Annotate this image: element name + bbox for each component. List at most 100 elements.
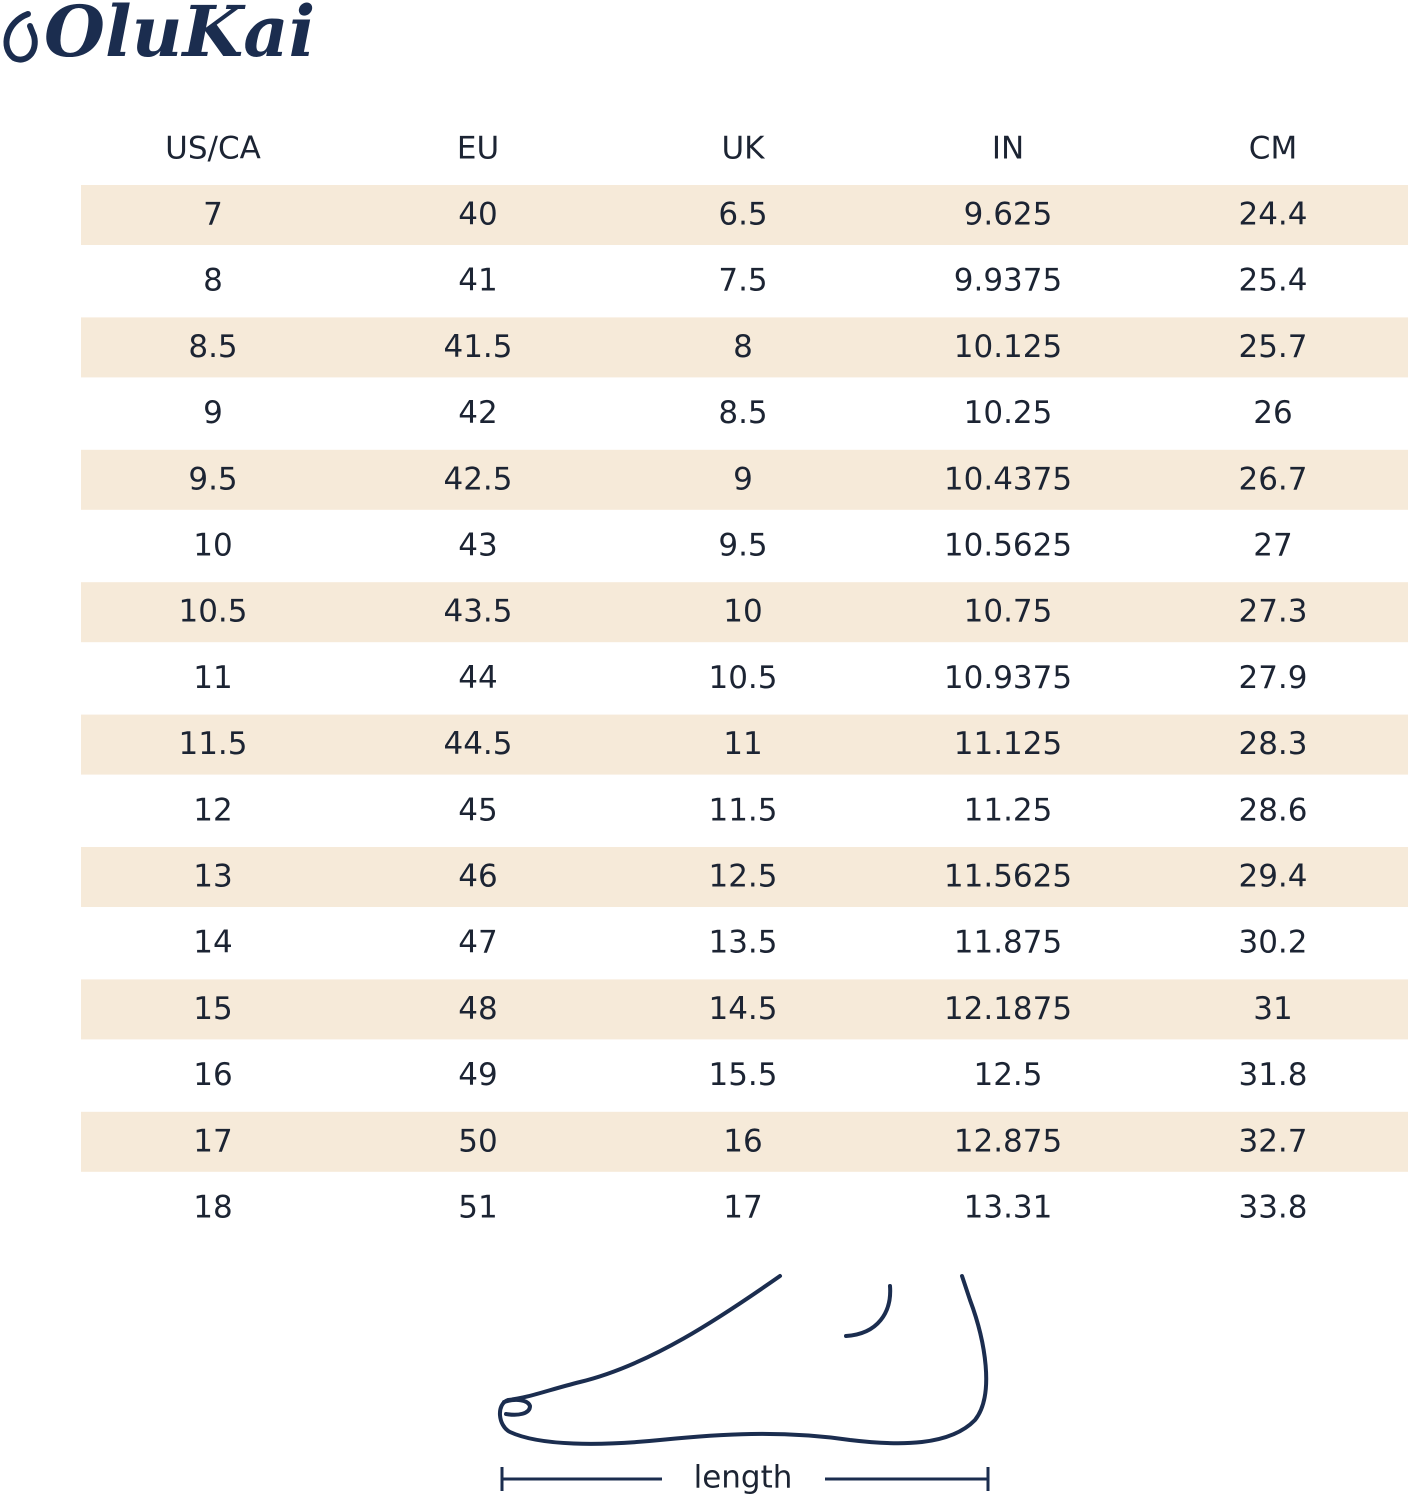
- table-cell: 12.875: [954, 1123, 1062, 1159]
- row-shade: [81, 449, 1408, 510]
- table-cell: 13: [193, 859, 232, 895]
- table-cell: 11.125: [954, 726, 1062, 762]
- table-cell: 12.5: [708, 859, 777, 895]
- table-cell: 9.5: [718, 528, 767, 564]
- table-cell: 47: [458, 925, 497, 961]
- table-cell: 10.5: [708, 660, 777, 696]
- table-cell: 14.5: [708, 991, 777, 1027]
- length-label: length: [694, 1460, 793, 1496]
- table-cell: 16: [723, 1123, 762, 1159]
- table-cell: 49: [458, 1057, 497, 1093]
- table-cell: 13.31: [964, 1190, 1053, 1226]
- table-cell: 43: [458, 528, 497, 564]
- table-cell: 10.25: [964, 395, 1053, 431]
- table-cell: 8: [733, 329, 753, 365]
- toenail: [502, 1397, 532, 1417]
- table-cell: 43.5: [443, 594, 512, 630]
- row-shade: [81, 714, 1408, 775]
- table-cell: 41: [458, 263, 497, 299]
- table-cell: 50: [458, 1123, 497, 1159]
- table-cell: 12.5: [973, 1057, 1042, 1093]
- column-header: EU: [457, 131, 499, 167]
- table-cell: 6.5: [718, 197, 767, 233]
- table-cell: 51: [458, 1190, 497, 1226]
- table-cell: 11.5: [708, 792, 777, 828]
- table-cell: 8.5: [718, 395, 767, 431]
- table-cell: 10: [193, 528, 232, 564]
- logo-icon: [3, 11, 38, 63]
- table-cell: 11.25: [964, 792, 1053, 828]
- table-cell: 11.5625: [944, 859, 1072, 895]
- row-shade: [81, 1111, 1408, 1172]
- table-cell: 10.9375: [944, 660, 1072, 696]
- row-shade: [81, 847, 1408, 907]
- table-cell: 11.875: [954, 925, 1062, 961]
- table-cell: 40: [458, 197, 497, 233]
- table-cell: 11.5: [178, 726, 247, 762]
- table-cell: 15: [193, 991, 232, 1027]
- table-cell: 41.5: [443, 329, 512, 365]
- table-cell: 9: [733, 461, 753, 497]
- table-cell: 25.4: [1238, 263, 1307, 299]
- table-cell: 24.4: [1238, 197, 1307, 233]
- table-cell: 42: [458, 395, 497, 431]
- table-cell: 9.5: [188, 461, 237, 497]
- column-header: UK: [721, 131, 765, 167]
- table-cell: 28.6: [1238, 792, 1307, 828]
- foot-diagram: length: [498, 1274, 990, 1496]
- table-cell: 25.7: [1238, 329, 1307, 365]
- table-cell: 11: [193, 660, 232, 696]
- table-cell: 9.625: [964, 197, 1053, 233]
- row-shade: [81, 185, 1408, 245]
- table-cell: 27.9: [1238, 660, 1307, 696]
- table-cell: 17: [193, 1123, 232, 1159]
- table-cell: 45: [458, 792, 497, 828]
- table-cell: 42.5: [443, 461, 512, 497]
- table-cell: 10: [723, 594, 762, 630]
- table-cell: 8: [203, 263, 223, 299]
- table-cell: 10.4375: [944, 461, 1072, 497]
- table-cell: 12: [193, 792, 232, 828]
- table-cell: 10.5: [178, 594, 247, 630]
- table-cell: 10.5625: [944, 528, 1072, 564]
- logo: OluKai: [3, 0, 315, 73]
- table-cell: 44: [458, 660, 497, 696]
- table-cell: 30.2: [1238, 925, 1307, 961]
- size-table: US/CA EU UK IN CM 7 40 6.5 9.625 24.4 8 41 7.5 9.9375…: [81, 131, 1408, 1226]
- ankle-line: [844, 1284, 893, 1338]
- table-cell: 15.5: [708, 1057, 777, 1093]
- table-cell: 9: [203, 395, 223, 431]
- table-cell: 28.3: [1238, 726, 1307, 762]
- table-cell: 31: [1253, 991, 1292, 1027]
- column-header: IN: [992, 131, 1024, 167]
- table-cell: 26: [1253, 395, 1292, 431]
- table-cell: 27.3: [1238, 594, 1307, 630]
- table-cell: 29.4: [1238, 859, 1307, 895]
- column-header: US/CA: [165, 131, 261, 167]
- table-cell: 33.8: [1238, 1190, 1307, 1226]
- table-cell: 18: [193, 1190, 232, 1226]
- table-cell: 32.7: [1238, 1123, 1307, 1159]
- table-cell: 7.5: [718, 263, 767, 299]
- table-cell: 44.5: [443, 726, 512, 762]
- table-cell: 10.125: [954, 329, 1062, 365]
- table-cell: 48: [458, 991, 497, 1027]
- column-header: CM: [1249, 131, 1297, 167]
- table-cell: 14: [193, 925, 232, 961]
- table-cell: 8.5: [188, 329, 237, 365]
- table-cell: 27: [1253, 528, 1292, 564]
- table-cell: 46: [458, 859, 497, 895]
- table-cell: 31.8: [1238, 1057, 1307, 1093]
- table-cell: 11: [723, 726, 762, 762]
- row-shade: [81, 979, 1408, 1040]
- foot-outline: [498, 1274, 989, 1446]
- table-cell: 7: [203, 197, 223, 233]
- table-cell: 13.5: [708, 925, 777, 961]
- row-shade: [81, 317, 1408, 378]
- table-cell: 12.1875: [944, 991, 1072, 1027]
- table-cell: 17: [723, 1190, 762, 1226]
- table-cell: 10.75: [964, 594, 1053, 630]
- brand-name: OluKai: [44, 0, 315, 73]
